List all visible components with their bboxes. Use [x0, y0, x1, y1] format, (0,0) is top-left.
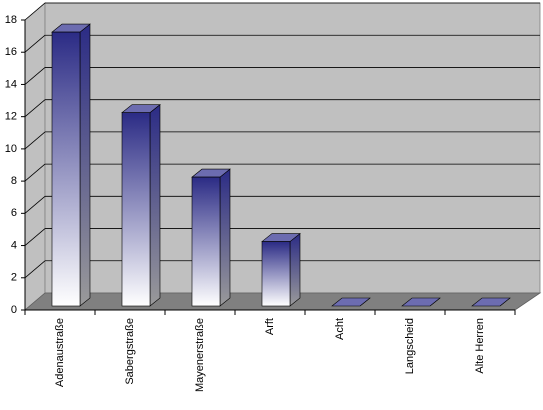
y-tick-label: 2 — [11, 272, 17, 284]
side-wall — [24, 2, 46, 311]
bar-side — [219, 168, 231, 307]
grid-line-side — [24, 196, 46, 214]
bar — [121, 112, 151, 307]
bar-side — [79, 23, 91, 307]
y-tick-label: 4 — [11, 239, 17, 251]
bar — [261, 241, 291, 307]
x-tick-label: Alte Herren — [474, 318, 486, 374]
bar — [191, 176, 221, 307]
x-tick-label: Mayenerstraße — [194, 318, 206, 392]
y-tick-label: 10 — [5, 143, 17, 155]
grid-line-side — [24, 163, 46, 182]
y-tick-label: 0 — [11, 304, 17, 316]
bar-top — [401, 297, 441, 307]
grid-line-side — [24, 260, 46, 279]
bar-top — [331, 297, 371, 307]
bar — [51, 31, 81, 307]
grid-line-side — [24, 34, 46, 53]
x-tick-label: Sabergstraße — [124, 318, 136, 385]
grid-line-side — [24, 131, 46, 150]
grid-line-side — [24, 228, 46, 246]
y-tick-label: 16 — [5, 46, 17, 58]
bar-side — [289, 232, 301, 307]
x-tick-label: Acht — [334, 318, 346, 340]
x-tick-label: Arft — [264, 318, 276, 335]
bar-side — [149, 104, 161, 307]
y-tick-label: 8 — [11, 175, 17, 187]
bar-top — [471, 297, 511, 307]
x-tick-label: Adenaustraße — [54, 318, 66, 387]
y-tick-label: 12 — [5, 111, 17, 123]
grid-line-side — [24, 67, 46, 85]
grid-line-side — [24, 2, 46, 21]
y-tick-label: 6 — [11, 207, 17, 219]
x-tick-label: Langscheid — [404, 318, 416, 374]
grid-line-side — [24, 99, 46, 117]
y-tick-label: 18 — [5, 14, 17, 26]
y-tick-label: 14 — [5, 78, 17, 90]
